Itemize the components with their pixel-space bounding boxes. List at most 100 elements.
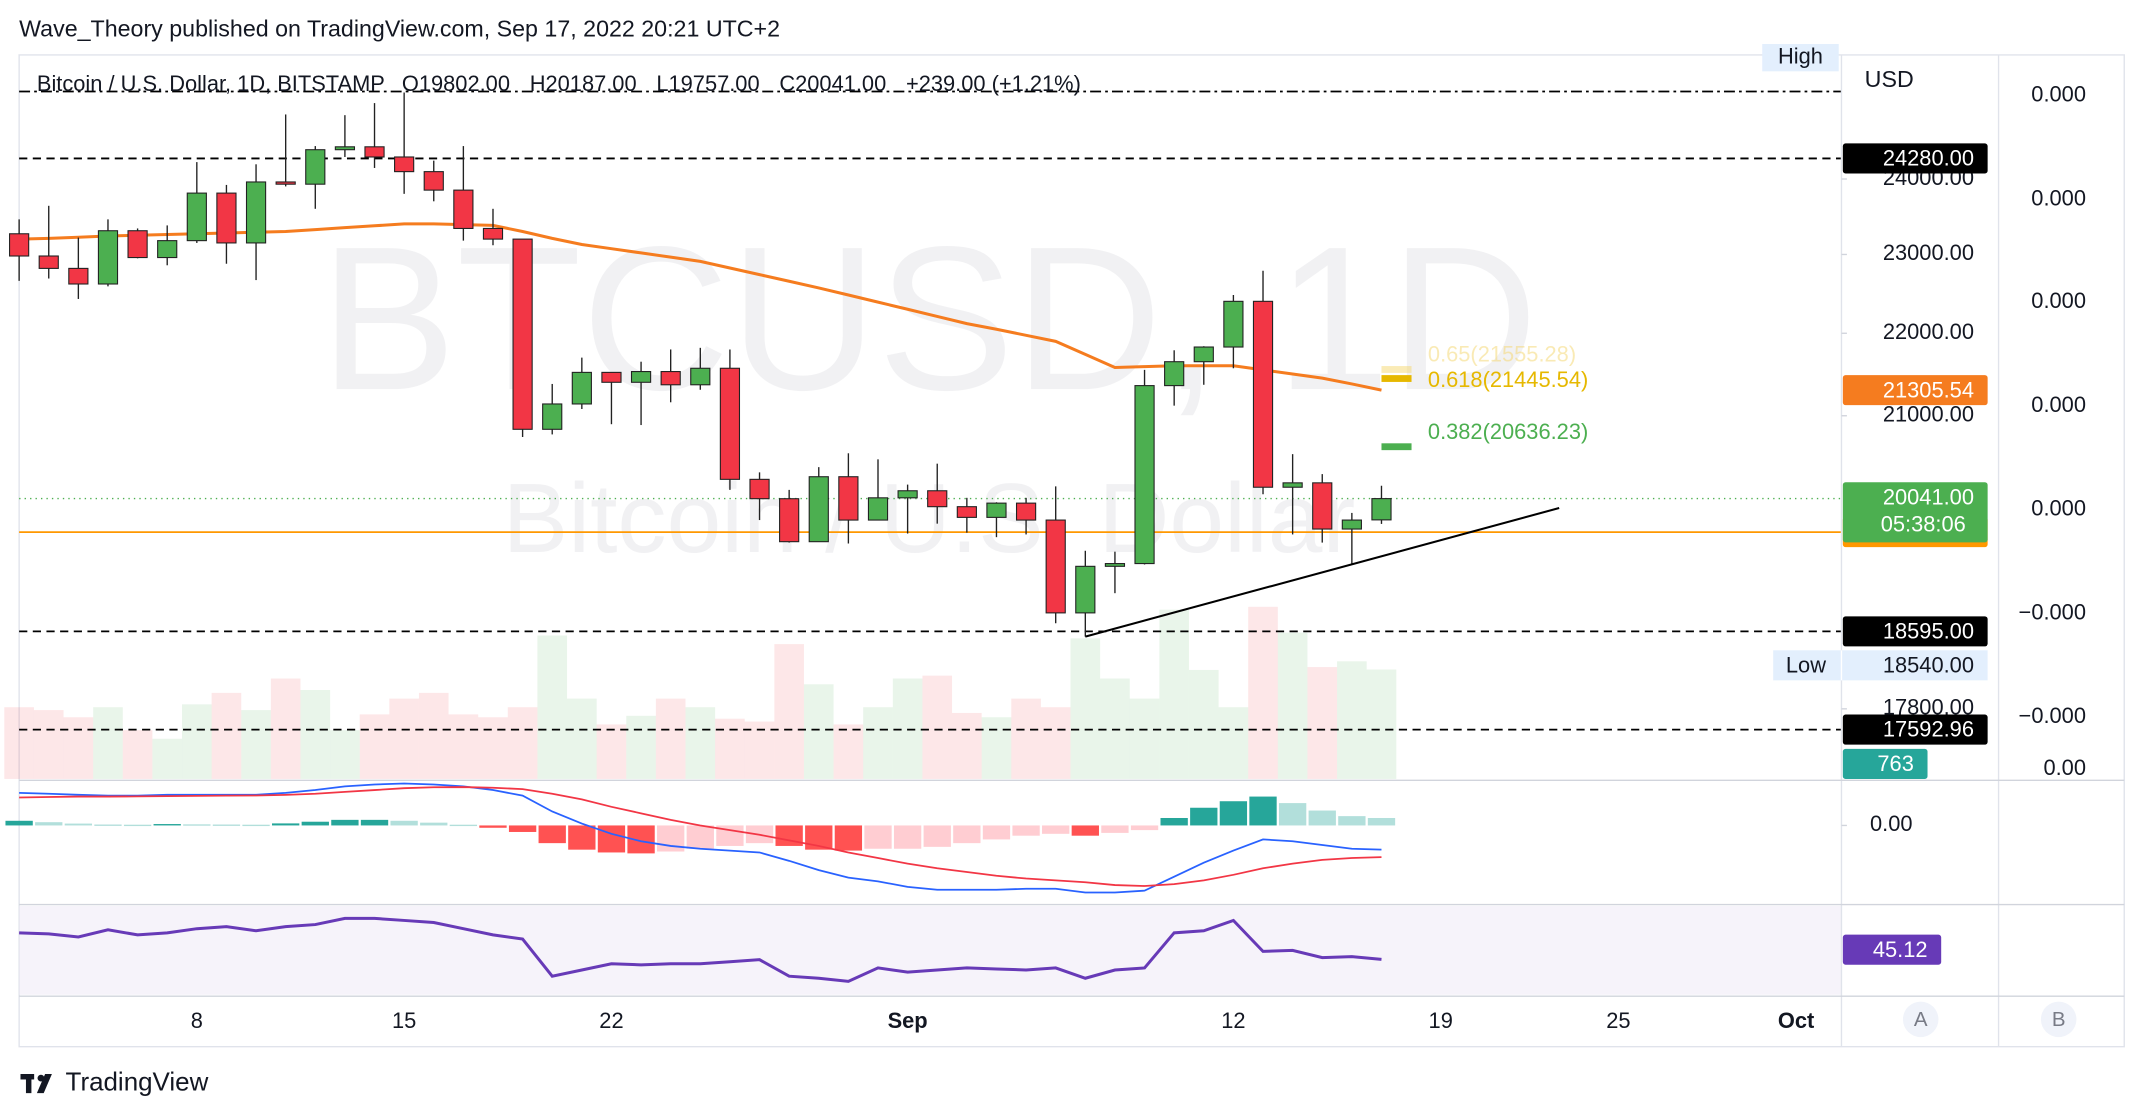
price-label-box (1842, 714, 1988, 745)
fib-marker (1381, 443, 1412, 451)
macd-histogram-bar (686, 825, 714, 849)
macd-histogram-bar (272, 823, 300, 826)
macd-histogram-bar (538, 825, 566, 844)
candle-body (1371, 498, 1392, 521)
overlay-tick-label: 0.000 (2031, 82, 2086, 107)
volume-bar (63, 717, 94, 779)
volume-bar (833, 724, 864, 779)
rsi-label-box (1842, 934, 1942, 965)
legend: Bitcoin / U.S. Dollar, 1D, BITSTAMP O198… (37, 71, 1081, 96)
macd-histogram-bar (1219, 801, 1248, 826)
overlay-tick-label: 0.000 (2031, 496, 2086, 521)
macd-histogram-bar (982, 825, 1011, 840)
fib-marker (1381, 375, 1412, 382)
ohlc: H20187.00 (530, 71, 637, 96)
currency: USD (1865, 66, 1914, 92)
candle-body (808, 476, 829, 543)
macd-histogram-bar (1101, 825, 1129, 833)
watermark-name: Bitcoin / U.S. Dollar (503, 463, 1356, 573)
ohlc: O19802.00 (402, 71, 510, 96)
volume-bar (1011, 698, 1041, 779)
overlay-tick-label: 0.000 (2031, 392, 2086, 417)
macd-histogram-bar (1042, 825, 1070, 834)
x-tick-label: 25 (1606, 1008, 1630, 1033)
volume-bar (182, 704, 212, 779)
scale-button-label[interactable]: A (1914, 1008, 1928, 1031)
macd-histogram-bar (893, 825, 922, 849)
volume-bar (655, 698, 686, 779)
macd-histogram-bar (923, 825, 951, 847)
macd-histogram-bar (390, 820, 418, 826)
macd-histogram-bar (449, 824, 478, 827)
volume-bar (922, 675, 953, 779)
volume-bar (1129, 698, 1160, 779)
low-label-box (1773, 650, 1988, 681)
macd-histogram-bar (153, 824, 181, 826)
x-tick-label: Sep (888, 1008, 928, 1033)
candle-body (1252, 300, 1274, 488)
rsi-line (19, 916, 1382, 983)
candle-body (216, 192, 237, 244)
low-label: 18540.00 (1883, 652, 1974, 677)
macd-histogram-bar (864, 825, 892, 849)
volume-bar (93, 707, 123, 779)
candle-body (1045, 519, 1066, 614)
brand-logo (20, 1074, 52, 1094)
high-label: High (1778, 43, 1823, 68)
x-tick-label: 12 (1221, 1008, 1245, 1033)
macd-histogram-bar (5, 820, 33, 826)
volume-bar (300, 690, 331, 779)
volume-bar (418, 692, 449, 779)
candle-body (1015, 502, 1037, 521)
volume-bar (389, 698, 419, 779)
volume-bar (241, 710, 271, 779)
macd-histogram-bar (508, 825, 537, 832)
volume-bar (685, 707, 716, 779)
volume-bar (1277, 632, 1308, 779)
candle-body (956, 506, 977, 518)
macd-histogram-bar (1071, 825, 1099, 836)
fib-label: 0.65(21555.28) (1428, 342, 1576, 367)
macd-histogram-bar (1012, 825, 1040, 836)
macd-histogram-bar (1190, 807, 1218, 826)
x-tick-label: 22 (599, 1008, 623, 1033)
candle-body (364, 146, 385, 158)
trendline (1085, 507, 1560, 638)
candle-body (542, 403, 563, 430)
candle-body (927, 490, 948, 508)
candle-body (1193, 346, 1214, 363)
candle-body (1312, 482, 1333, 530)
scale-button[interactable] (1902, 1001, 1939, 1038)
volume-bar (330, 730, 360, 779)
scale-button[interactable] (2040, 1001, 2077, 1038)
volume-bar (33, 710, 64, 779)
scale-button-label[interactable]: B (2052, 1008, 2066, 1031)
volume-bar (774, 644, 804, 779)
candle-body (512, 238, 533, 430)
candle-body (867, 497, 889, 521)
fib-marker (1381, 366, 1412, 373)
ohlc: +239.00 (+1.21%) (906, 71, 1081, 96)
volume-bar (863, 707, 893, 779)
x-tick-label: 19 (1429, 1008, 1453, 1033)
macd-histogram-bar (1130, 825, 1159, 831)
overlay-tick-label: 0.000 (2031, 288, 2086, 313)
macd-histogram-bar (1249, 796, 1277, 826)
volume-bar (1307, 667, 1338, 779)
symbol-title: Bitcoin / U.S. Dollar, 1D, BITSTAMP (37, 71, 385, 96)
volume-bar (744, 721, 775, 779)
price-label: 18595.00 (1883, 619, 1974, 644)
volume-bar (152, 738, 183, 779)
x-tick-label: Oct (1778, 1008, 1814, 1033)
volume-bar (1248, 606, 1278, 779)
close-label-box (1842, 482, 1988, 543)
volume-bar (211, 692, 242, 779)
volume-bar (626, 715, 656, 779)
overlay-tick-label: −0.000 (2019, 703, 2086, 728)
candle-body (334, 146, 356, 151)
frame (18, 54, 2125, 1048)
y-tick-label: 22000.00 (1883, 319, 1974, 344)
macd-histogram-bar (1278, 803, 1307, 826)
candle-body (690, 367, 711, 386)
